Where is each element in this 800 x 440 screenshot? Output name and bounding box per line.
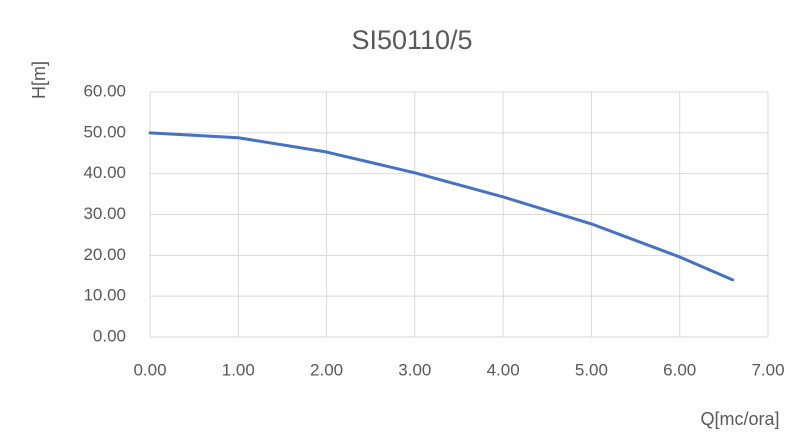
y-tick-label: 30.00: [83, 204, 126, 223]
x-axis-label: Q[mc/ora]: [700, 409, 779, 429]
y-tick-label: 20.00: [83, 245, 126, 264]
y-tick-label: 40.00: [83, 163, 126, 182]
x-tick-label: 0.00: [133, 360, 166, 379]
x-tick-label: 7.00: [751, 360, 784, 379]
y-tick-label: 60.00: [83, 81, 126, 100]
x-tick-label: 3.00: [398, 360, 431, 379]
x-tick-label: 2.00: [310, 360, 343, 379]
data-line: [148, 131, 735, 282]
y-axis-label: H[m]: [29, 61, 49, 99]
y-tick-label: 10.00: [83, 286, 126, 305]
y-tick-label: 50.00: [83, 122, 126, 141]
x-tick-label: 1.00: [222, 360, 255, 379]
x-tick-label: 4.00: [487, 360, 520, 379]
x-tick-label: 6.00: [663, 360, 696, 379]
y-tick-label: 0.00: [93, 326, 126, 345]
chart-title: SI50110/5: [351, 25, 472, 55]
x-tick-label: 5.00: [575, 360, 608, 379]
